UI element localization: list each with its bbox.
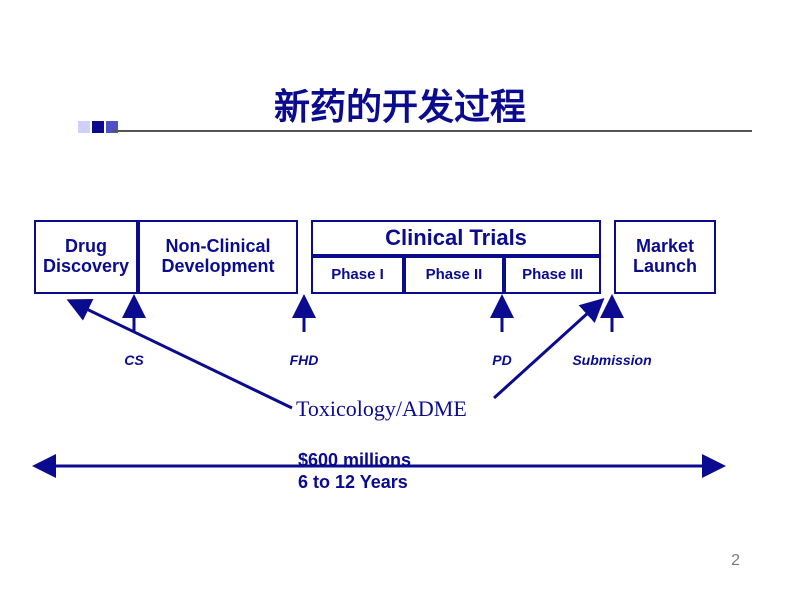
accent-squares xyxy=(78,120,120,138)
toxicology-label: Toxicology/ADME xyxy=(296,396,467,422)
box-clinical-trials: Clinical Trials xyxy=(311,220,601,256)
milestone-pd: PD xyxy=(452,352,552,368)
box-drug-discovery: Drug Discovery xyxy=(34,220,138,294)
accent-divider xyxy=(112,130,752,132)
summary-line-1: $600 millions xyxy=(298,450,411,470)
milestone-cs: CS xyxy=(84,352,184,368)
box-nonclinical: Non-Clinical Development xyxy=(138,220,298,294)
slide-title: 新药的开发过程 xyxy=(0,78,800,130)
summary-block: $600 millions 6 to 12 Years xyxy=(298,450,411,493)
accent-sq-1 xyxy=(78,121,90,133)
summary-line-2: 6 to 12 Years xyxy=(298,472,408,492)
arrow-tox-right xyxy=(494,302,600,398)
slide-root: 新药的开发过程 Drug Discovery Non-Clinical Deve… xyxy=(0,0,800,600)
box-phase-3: Phase III xyxy=(504,256,601,294)
box-market-launch: Market Launch xyxy=(614,220,716,294)
page-number: 2 xyxy=(731,552,740,570)
milestone-submission: Submission xyxy=(562,352,662,368)
accent-sq-2 xyxy=(92,121,104,133)
milestone-fhd: FHD xyxy=(254,352,354,368)
box-phase-1: Phase I xyxy=(311,256,404,294)
box-phase-2: Phase II xyxy=(404,256,504,294)
